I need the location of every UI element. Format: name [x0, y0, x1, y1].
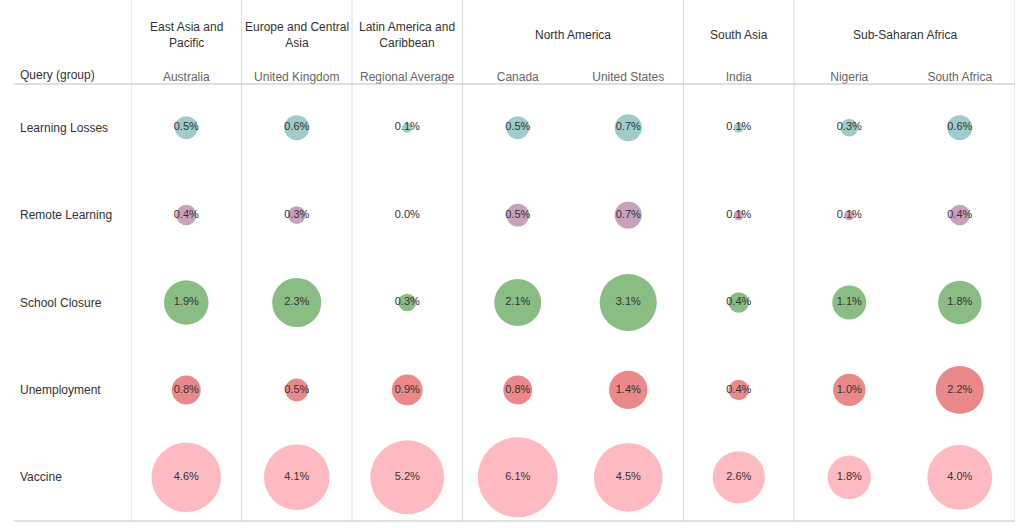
svg-text:6.1%: 6.1% — [505, 470, 530, 482]
svg-text:School Closure: School Closure — [20, 296, 102, 310]
svg-text:North America: North America — [535, 28, 611, 42]
svg-text:0.7%: 0.7% — [616, 120, 641, 132]
svg-text:Nigeria: Nigeria — [830, 70, 868, 84]
svg-text:4.1%: 4.1% — [284, 470, 309, 482]
svg-text:2.2%: 2.2% — [947, 383, 972, 395]
svg-text:South Africa: South Africa — [927, 70, 992, 84]
svg-text:Remote Learning: Remote Learning — [20, 208, 112, 222]
svg-text:0.1%: 0.1% — [726, 120, 751, 132]
svg-text:0.8%: 0.8% — [174, 383, 199, 395]
svg-text:2.1%: 2.1% — [505, 295, 530, 307]
svg-text:0.5%: 0.5% — [284, 383, 309, 395]
svg-text:Regional Average: Regional Average — [360, 70, 455, 84]
svg-text:Sub-Saharan Africa: Sub-Saharan Africa — [853, 28, 957, 42]
svg-text:4.0%: 4.0% — [947, 470, 972, 482]
svg-text:0.3%: 0.3% — [284, 208, 309, 220]
svg-text:Learning Losses: Learning Losses — [20, 121, 108, 135]
svg-text:2.6%: 2.6% — [726, 470, 751, 482]
svg-text:India: India — [726, 70, 752, 84]
svg-text:4.5%: 4.5% — [616, 470, 641, 482]
svg-text:0.5%: 0.5% — [505, 208, 530, 220]
svg-text:1.8%: 1.8% — [837, 470, 862, 482]
svg-text:0.1%: 0.1% — [726, 208, 751, 220]
svg-text:1.0%: 1.0% — [837, 383, 862, 395]
svg-text:0.7%: 0.7% — [616, 208, 641, 220]
svg-text:0.3%: 0.3% — [395, 295, 420, 307]
svg-text:0.0%: 0.0% — [395, 208, 420, 220]
svg-text:0.6%: 0.6% — [947, 120, 972, 132]
svg-text:1.9%: 1.9% — [174, 295, 199, 307]
svg-text:1.1%: 1.1% — [837, 295, 862, 307]
svg-text:0.4%: 0.4% — [174, 208, 199, 220]
svg-text:Australia: Australia — [163, 70, 210, 84]
svg-text:2.3%: 2.3% — [284, 295, 309, 307]
svg-text:Query (group): Query (group) — [20, 68, 95, 82]
svg-text:0.1%: 0.1% — [395, 120, 420, 132]
svg-text:Latin America andCaribbean: Latin America andCaribbean — [359, 20, 455, 50]
svg-text:5.2%: 5.2% — [395, 470, 420, 482]
svg-text:United Kingdom: United Kingdom — [254, 70, 339, 84]
svg-text:1.4%: 1.4% — [616, 383, 641, 395]
svg-text:United States: United States — [592, 70, 664, 84]
svg-text:East Asia andPacific: East Asia andPacific — [150, 20, 223, 50]
svg-text:0.1%: 0.1% — [837, 208, 862, 220]
svg-text:0.8%: 0.8% — [505, 383, 530, 395]
svg-text:0.6%: 0.6% — [284, 120, 309, 132]
svg-text:Unemployment: Unemployment — [20, 383, 101, 397]
svg-text:1.8%: 1.8% — [947, 295, 972, 307]
svg-text:0.3%: 0.3% — [837, 120, 862, 132]
svg-text:Vaccine: Vaccine — [20, 470, 62, 484]
svg-text:Canada: Canada — [497, 70, 539, 84]
svg-text:0.5%: 0.5% — [505, 120, 530, 132]
svg-text:0.5%: 0.5% — [174, 120, 199, 132]
svg-text:Europe and CentralAsia: Europe and CentralAsia — [245, 20, 349, 50]
svg-text:3.1%: 3.1% — [616, 295, 641, 307]
svg-text:0.9%: 0.9% — [395, 383, 420, 395]
svg-text:South Asia: South Asia — [710, 28, 768, 42]
svg-text:4.6%: 4.6% — [174, 470, 199, 482]
svg-text:0.4%: 0.4% — [726, 295, 751, 307]
svg-text:0.4%: 0.4% — [947, 208, 972, 220]
svg-text:0.4%: 0.4% — [726, 383, 751, 395]
